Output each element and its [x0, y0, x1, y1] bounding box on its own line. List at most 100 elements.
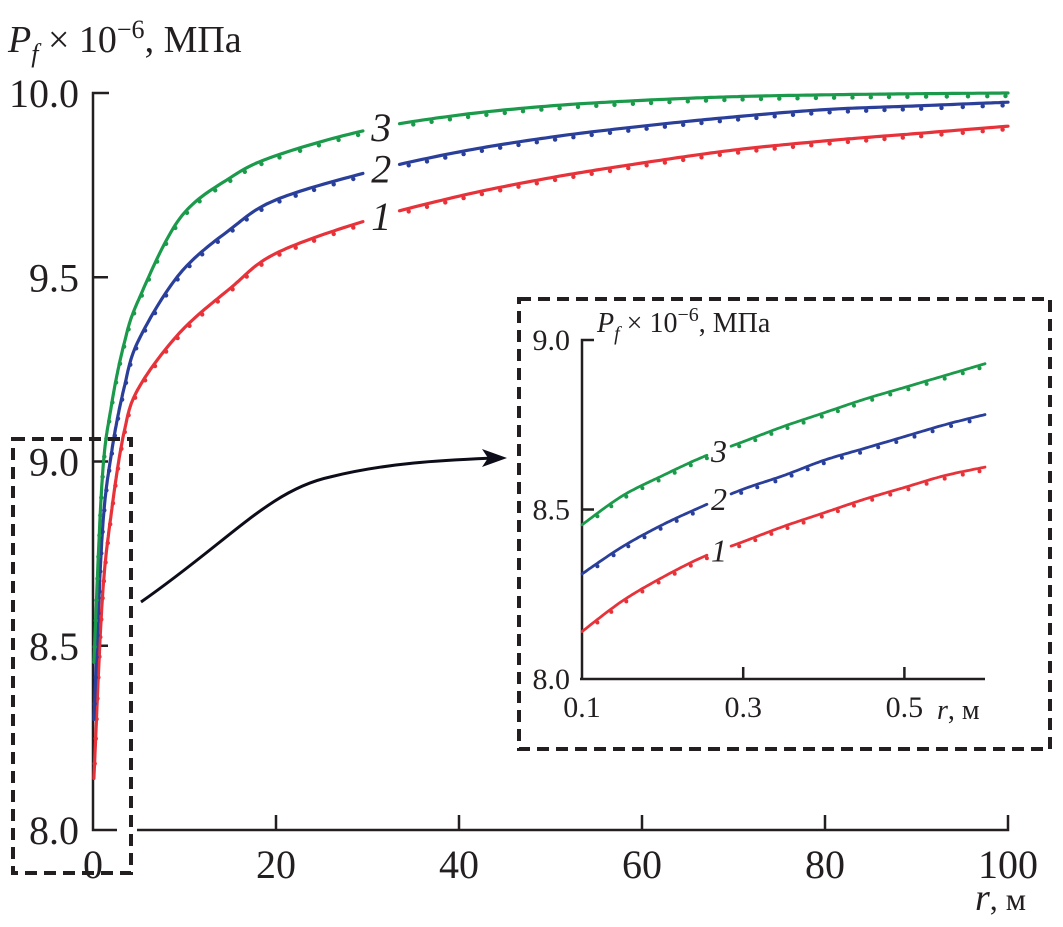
- main-series-3-line: [92, 129, 365, 664]
- inset-series-2-point: [739, 490, 744, 495]
- main-series-2-point: [293, 193, 298, 198]
- inset-series-3-point: [942, 376, 947, 381]
- inset-series-3-point: [977, 366, 982, 371]
- main-series-1-point: [122, 429, 128, 435]
- inset-series-3-point: [924, 381, 929, 386]
- main-series-3-point: [336, 137, 341, 143]
- main-series-2-point: [790, 112, 796, 118]
- main-series-3-point: [277, 155, 282, 160]
- inset-series-3-point: [870, 397, 875, 402]
- main-series-3-point: [184, 210, 190, 215]
- main-series-2-point: [699, 120, 704, 126]
- main-series-3-point: [146, 277, 152, 282]
- main-series-3-point: [594, 103, 599, 109]
- main-series-3-point: [110, 400, 115, 405]
- main-series-1-point: [103, 560, 108, 565]
- main-series-3-point: [944, 94, 949, 99]
- inset-series-1-point: [888, 492, 893, 497]
- inset-series-2-label: 2: [711, 481, 727, 517]
- inset-series-3-point: [624, 494, 629, 499]
- inset-y-tick-label: 8.0: [533, 663, 571, 696]
- main-series-3-point: [154, 259, 160, 264]
- main-series-2-point: [589, 132, 594, 138]
- main-series-1-point: [882, 136, 887, 142]
- inset-series-2-point: [611, 553, 616, 558]
- main-series-3-point: [97, 533, 102, 538]
- main-series-3-point: [94, 598, 99, 603]
- main-series-1-point: [230, 287, 235, 292]
- inset-series-3-point: [801, 420, 806, 425]
- main-x-tick-label: 80: [805, 842, 845, 887]
- inset-series-3-point: [960, 371, 965, 376]
- main-series-3-point: [447, 117, 453, 122]
- main-series-1-point: [479, 191, 485, 197]
- inset-series-1-point: [609, 609, 614, 614]
- inset-series-2-point: [595, 564, 600, 569]
- main-series-1-point: [461, 195, 466, 201]
- main-series-2-point: [230, 228, 235, 233]
- main-series-2-point: [681, 122, 686, 128]
- main-y-tick-label: 9.5: [29, 255, 79, 300]
- inset-series-1-point: [704, 556, 709, 561]
- main-series-3-point: [795, 96, 800, 101]
- inset-series-1-point: [801, 520, 806, 525]
- main-series-2-point: [109, 451, 115, 456]
- main-series-3-point: [107, 419, 112, 424]
- inset-y-axis: [580, 338, 594, 679]
- main-series-3-point: [96, 554, 101, 559]
- main-series-1-point: [552, 177, 558, 183]
- main-series-3-point: [520, 109, 526, 114]
- main-series-3-point: [905, 94, 910, 100]
- main-y-tick-label: 8.5: [29, 624, 79, 669]
- main-series-2-point: [461, 151, 466, 157]
- main-series-1-point: [351, 225, 356, 230]
- main-series-3-point: [95, 576, 100, 581]
- main-series-2-point: [115, 416, 121, 421]
- main-series-3-point: [242, 169, 247, 174]
- main-series-1-point: [498, 188, 503, 193]
- main-x-tick-label: 0: [83, 842, 103, 887]
- main-series-2-point: [123, 380, 129, 385]
- main-y-axis-label: Pf × 10−6, МПа: [7, 15, 242, 68]
- main-series-2-point: [498, 145, 503, 150]
- main-series-3-point: [411, 122, 416, 127]
- inset-series-1-point: [785, 526, 790, 530]
- main-series-1-point: [626, 165, 631, 171]
- inset-series-1-point: [769, 531, 774, 536]
- main-series-3-point: [648, 100, 654, 106]
- main-series-2-point: [244, 217, 249, 222]
- main-series-1-line: [92, 220, 365, 780]
- main-series-2-point: [845, 109, 851, 114]
- main-series-1-point: [100, 595, 105, 601]
- main-series-2-point: [134, 346, 139, 351]
- inset-series-1-point: [852, 503, 856, 508]
- main-series-3-point: [758, 96, 764, 102]
- main-series-1-point: [809, 143, 814, 148]
- main-series-1-point: [864, 138, 869, 143]
- main-series-3-point: [740, 97, 745, 102]
- main-series-1-point: [132, 395, 138, 400]
- main-series-1-point: [93, 736, 99, 741]
- main-series-3-point: [484, 112, 489, 118]
- inset-series-3-point: [888, 392, 893, 397]
- inset-series-2-line: [580, 502, 709, 576]
- main-series-1-point: [644, 163, 649, 168]
- inset-series-1-point: [656, 580, 661, 585]
- inset-series-2-point: [773, 479, 778, 484]
- main-series-1-point: [607, 168, 613, 174]
- main-series-1-point: [105, 540, 111, 546]
- inset-series-1-point: [688, 563, 693, 568]
- inset-series-2-point: [690, 511, 695, 516]
- inset-series-1-point: [942, 476, 947, 481]
- main-series-2-point: [119, 397, 125, 402]
- main-series-2-point: [443, 155, 448, 160]
- inset-series-1-point: [640, 589, 645, 594]
- main-series-1-point: [115, 466, 121, 471]
- main-series-3-point: [813, 95, 819, 101]
- main-series-1-point: [845, 139, 851, 145]
- main-series-1-point: [960, 130, 965, 135]
- main-series-1-point: [919, 134, 924, 139]
- inset-series-3-point: [835, 409, 840, 414]
- inset-series-1-point: [977, 469, 982, 474]
